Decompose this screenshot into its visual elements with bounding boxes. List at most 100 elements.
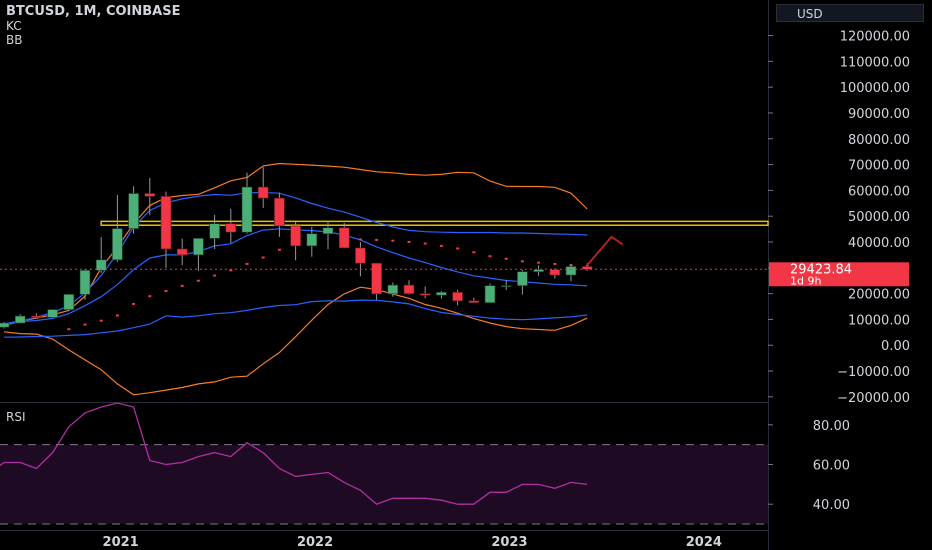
rsi-tick-label: 60.00 (813, 459, 850, 474)
price-tick-label: 20000.00 (848, 288, 910, 303)
candle-down (419, 293, 431, 296)
psar-dot (277, 248, 281, 251)
candle-down (160, 196, 172, 250)
candle-up (95, 259, 107, 271)
psar-dot (537, 261, 541, 264)
candle-up (500, 285, 512, 287)
time-axis[interactable]: 2021 2022 2023 2024 (103, 535, 722, 550)
psar-dot (553, 262, 557, 265)
candle-up (63, 294, 75, 310)
candle-up (14, 315, 26, 324)
symbol-title[interactable]: BTCUSD, 1M, COINBASE (6, 4, 181, 19)
time-tick-label: 2024 (686, 535, 722, 550)
resistance-rect (100, 220, 769, 226)
indicator-bb-label[interactable]: BB (6, 33, 23, 47)
arrow-shape (586, 235, 624, 266)
candle-down (31, 315, 42, 318)
rsi-axis[interactable]: 40.00 60.00 80.00 (768, 419, 850, 513)
candle-down (581, 266, 593, 270)
candle-up (128, 193, 139, 229)
candle-down (355, 247, 366, 264)
time-tick-label: 2023 (491, 535, 527, 550)
price-badge-bg (769, 262, 909, 287)
candle-down (225, 223, 237, 233)
rsi-tick-label: 80.00 (813, 419, 850, 434)
price-tick-label: −20000.00 (837, 391, 910, 406)
candle-up (241, 186, 253, 233)
indicator-kc-label[interactable]: KC (6, 19, 22, 33)
candle-up (306, 233, 318, 247)
candle-up (112, 228, 123, 261)
rsi-pane-label: RSI (6, 410, 26, 424)
time-tick-label: 2022 (297, 535, 333, 550)
psar-dot (164, 290, 168, 293)
resistance-zone[interactable] (100, 220, 769, 226)
parabolic-sar (67, 238, 589, 331)
rsi-line (0, 402, 588, 505)
psar-dot (520, 260, 524, 263)
rsi-tick-label: 40.00 (813, 498, 850, 513)
psar-dot (132, 302, 136, 305)
candlestick-series[interactable] (0, 167, 593, 329)
psar-dot (213, 274, 217, 277)
candle-up (209, 223, 220, 239)
price-tick-label: −10000.00 (837, 365, 910, 380)
candle-down (290, 225, 301, 247)
price-tick-label: 100000.00 (840, 81, 910, 96)
price-badge-value: 29423.84 (790, 262, 852, 277)
rsi-series (0, 402, 588, 505)
psar-dot (407, 241, 411, 243)
candle-down (144, 193, 156, 197)
candle-up (517, 271, 528, 286)
rsi-bands (0, 444, 768, 525)
psar-dot (456, 247, 460, 250)
psar-dot (391, 239, 395, 242)
psar-dot (358, 238, 362, 241)
projection-arrow[interactable] (586, 235, 624, 266)
psar-dot (472, 251, 476, 254)
main-pane-bg (0, 0, 768, 402)
price-tick-label: 0.00 (881, 339, 910, 354)
candle-up (47, 309, 58, 318)
psar-dot (504, 257, 508, 260)
candle-down (338, 227, 350, 249)
price-tick-label: 70000.00 (848, 159, 910, 174)
kc-upper-line (3, 191, 588, 327)
candle-down (403, 284, 415, 294)
psar-dot (488, 255, 492, 258)
candle-up (533, 269, 544, 272)
candle-down (257, 186, 269, 199)
psar-dot (148, 295, 152, 298)
candle-down (274, 197, 285, 227)
price-axis[interactable]: −20000.00−10000.000.0010000.0020000.0030… (768, 30, 910, 406)
price-tick-label: 60000.00 (848, 184, 910, 199)
psar-dot (229, 269, 233, 272)
psar-dot (423, 242, 427, 245)
candle-up (565, 266, 577, 276)
candle-down (371, 262, 382, 295)
time-tick-label: 2021 (103, 535, 139, 550)
candle-down (468, 300, 480, 303)
rsi-band-fill (0, 444, 768, 525)
price-tick-label: 50000.00 (848, 210, 910, 225)
price-tick-label: 40000.00 (848, 236, 910, 251)
candle-up (322, 227, 334, 235)
candle-up (193, 238, 204, 256)
price-tick-label: 80000.00 (848, 133, 910, 148)
psar-dot (180, 284, 184, 287)
psar-dot (67, 328, 71, 331)
psar-dot (196, 279, 200, 282)
currency-button[interactable]: USD (776, 4, 924, 22)
psar-dot (439, 244, 443, 247)
candle-down (549, 269, 561, 276)
candle-up (436, 292, 447, 296)
psar-dot (375, 238, 379, 241)
candle-up (79, 270, 91, 295)
candle-down (176, 248, 188, 256)
kc-lower-line (3, 299, 588, 338)
candle-up (484, 285, 496, 303)
bb-lower-line (3, 286, 588, 396)
price-tick-label: 10000.00 (848, 313, 910, 328)
